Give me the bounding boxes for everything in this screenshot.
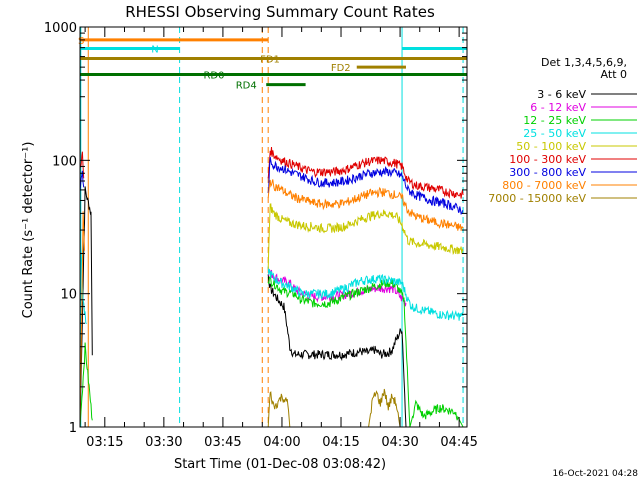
x-tick-label: 03:15	[86, 435, 123, 450]
footer-timestamp: 16-Oct-2021 04:28	[553, 469, 639, 479]
series-line-2	[80, 275, 464, 427]
legend-label-5: 100 - 300 keV	[509, 153, 586, 166]
legend-label-1: 6 - 12 keV	[530, 101, 586, 114]
annotation-label-rd0: RD0	[203, 71, 224, 82]
annotation-label-n: N	[151, 44, 158, 55]
x-tick-label: 04:45	[440, 435, 477, 450]
chart-title: RHESSI Observing Summary Count Rates	[125, 3, 435, 21]
legend-label-6: 300 - 800 keV	[509, 166, 586, 179]
series-line-0	[80, 186, 407, 427]
legend-label-2: 12 - 25 keV	[523, 114, 586, 127]
legend-header-line: Att 0	[601, 68, 627, 81]
annotation-label-rd4: RD4	[236, 81, 257, 92]
legend-label-8: 7000 - 15000 keV	[488, 192, 586, 205]
legend-label-4: 50 - 100 keV	[516, 140, 586, 153]
y-tick-label: 10	[60, 288, 77, 303]
series-line-6	[80, 156, 464, 215]
legend-header-line: Det 1,3,4,5,6,9,	[541, 56, 627, 69]
y-tick-label: 1	[69, 421, 77, 436]
axis-ticks: 1 10 100 1000 03:15 03:30 03:45 04:00 04:15 04:30…	[44, 21, 478, 450]
series-line-4	[267, 203, 464, 269]
legend-label-7: 800 - 7000 keV	[502, 179, 586, 192]
annotation-label-s: S	[78, 36, 84, 47]
legend-label-0: 3 - 6 keV	[537, 88, 586, 101]
x-tick-label: 04:30	[381, 435, 418, 450]
series-line-7	[80, 179, 464, 427]
plot-frame	[79, 26, 468, 428]
y-tick-label: 1000	[44, 21, 77, 36]
series-line-8	[267, 388, 401, 427]
attenuator-annotations: S N FD1 FD2 RD0 RD4	[78, 36, 467, 92]
legend-label-3: 25 - 50 keV	[523, 127, 586, 140]
annotation-label-fd2: FD2	[331, 63, 351, 74]
series-line-5	[80, 146, 464, 199]
x-tick-label: 04:15	[322, 435, 359, 450]
y-tick-label: 100	[52, 154, 77, 169]
x-tick-label: 03:30	[145, 435, 182, 450]
x-tick-label: 03:45	[204, 435, 241, 450]
x-axis-label: Start Time (01-Dec-08 03:08:42)	[174, 457, 386, 472]
y-axis-label: Count Rate (s⁻¹ detector⁻¹)	[21, 142, 36, 319]
annotation-label-fd1: FD1	[260, 55, 280, 66]
x-tick-label: 04:00	[263, 435, 300, 450]
